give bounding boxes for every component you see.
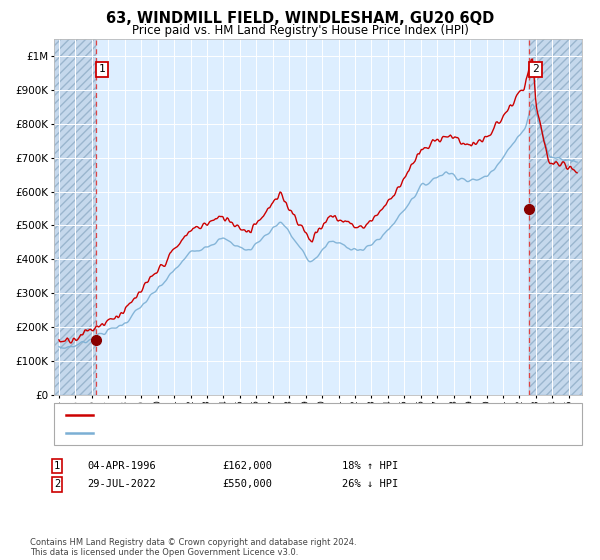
Text: 18% ↑ HPI: 18% ↑ HPI [342, 461, 398, 471]
Text: Contains HM Land Registry data © Crown copyright and database right 2024.
This d: Contains HM Land Registry data © Crown c… [30, 538, 356, 557]
Bar [54, 39, 96, 395]
Bar [529, 39, 582, 395]
Text: £162,000: £162,000 [222, 461, 272, 471]
Text: 04-APR-1996: 04-APR-1996 [87, 461, 156, 471]
Text: 2: 2 [54, 479, 60, 489]
Text: £550,000: £550,000 [222, 479, 272, 489]
Text: 2: 2 [532, 64, 539, 74]
Text: 1: 1 [54, 461, 60, 471]
Text: Price paid vs. HM Land Registry's House Price Index (HPI): Price paid vs. HM Land Registry's House … [131, 24, 469, 37]
Text: 29-JUL-2022: 29-JUL-2022 [87, 479, 156, 489]
Text: 63, WINDMILL FIELD, WINDLESHAM, GU20 6QD: 63, WINDMILL FIELD, WINDLESHAM, GU20 6QD [106, 11, 494, 26]
Text: 26% ↓ HPI: 26% ↓ HPI [342, 479, 398, 489]
Bar [54, 39, 96, 395]
Bar [529, 39, 582, 395]
Text: 1: 1 [99, 64, 106, 74]
Text: HPI: Average price, detached house, Surrey Heath: HPI: Average price, detached house, Surr… [99, 428, 349, 438]
Text: 63, WINDMILL FIELD, WINDLESHAM, GU20 6QD (detached house): 63, WINDMILL FIELD, WINDLESHAM, GU20 6QD… [99, 410, 425, 420]
